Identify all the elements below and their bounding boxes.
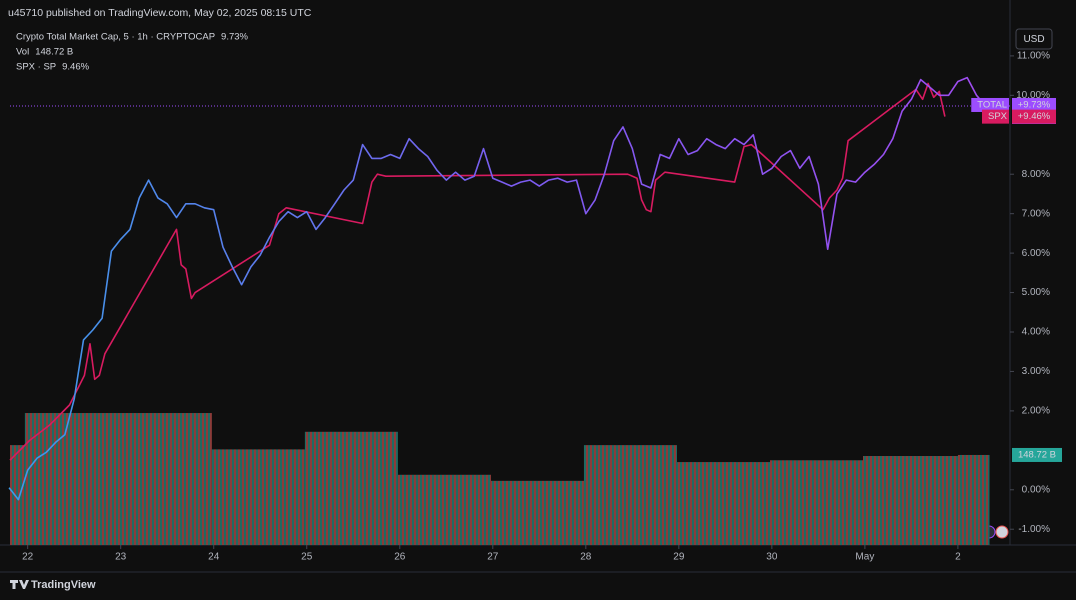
x-tick-label: 2	[955, 552, 961, 563]
currency-label[interactable]: USD	[1023, 34, 1044, 45]
volume-bar	[10, 445, 25, 545]
symbol-label: TOTAL	[977, 99, 1007, 110]
x-tick-label: 24	[208, 552, 220, 563]
volume-bar	[490, 480, 584, 545]
legend-name: Crypto Total Market Cap, 5 · 1h · CRYPTO…	[16, 32, 215, 43]
value-label: +9.46%	[1018, 111, 1051, 122]
series-line	[9, 82, 946, 461]
brand-name: TradingView	[31, 579, 96, 591]
legend-value: 148.72 B	[35, 47, 73, 58]
volume-bar	[583, 445, 677, 545]
volume-bar	[770, 460, 864, 545]
volume-value-label: 148.72 B	[1018, 449, 1056, 460]
volume-bar	[304, 431, 398, 545]
volume-bar	[397, 474, 491, 545]
time-axis: 22 23 24 25 26 27 28 29 30 May 2	[22, 545, 961, 563]
brand-logo	[10, 580, 29, 589]
x-tick-label: 23	[115, 552, 127, 563]
volume-label-bg	[1012, 447, 1062, 462]
y-tick-label: 4.00%	[1022, 327, 1050, 338]
symbol-label-bg	[981, 109, 1009, 124]
y-tick-label: 2.00%	[1022, 406, 1050, 417]
icon[interactable]	[995, 525, 1009, 539]
volume-bar	[24, 413, 212, 545]
price-label: SPX +9.46%	[981, 109, 1056, 124]
legend-value: 9.73%	[221, 32, 248, 43]
y-tick-label: 0.00%	[1022, 484, 1050, 495]
price-axis: 11.00% 10.00% 8.00% 7.00% 6.00% 5.00% 4.00% 3.0…	[1010, 51, 1050, 535]
y-tick-label: 10.00%	[1016, 90, 1050, 101]
x-tick-label: May	[855, 552, 874, 563]
x-tick-label: 30	[766, 552, 778, 563]
x-tick-label: 29	[673, 552, 685, 563]
y-tick-label: 5.00%	[1022, 287, 1050, 298]
currency-button[interactable]	[1015, 28, 1053, 50]
x-tick-label: 25	[301, 552, 313, 563]
x-tick-label: 27	[487, 552, 499, 563]
x-tick-label: 22	[22, 552, 34, 563]
y-tick-label: 3.00%	[1022, 366, 1050, 377]
volume-bar	[211, 449, 305, 545]
symbol-label: SPX	[988, 111, 1008, 122]
volume-bar	[957, 454, 990, 545]
symbol-label-bg	[971, 97, 1009, 112]
legend-name: Vol	[16, 47, 29, 58]
y-tick-label: 7.00%	[1022, 208, 1050, 219]
publish-header: u45710 published on TradingView.com, May…	[8, 7, 312, 19]
x-tick-label: 28	[580, 552, 592, 563]
value-label-bg	[1012, 109, 1056, 124]
y-tick-label: 11.00%	[1017, 51, 1050, 62]
volume-bar	[676, 462, 770, 545]
y-tick-label: -1.00%	[1018, 524, 1050, 535]
legend-value: 9.46%	[62, 62, 89, 73]
y-tick-label: 8.00%	[1022, 169, 1050, 180]
value-label: +9.73%	[1018, 99, 1051, 110]
series-line	[8, 76, 987, 501]
brand: TradingView	[10, 579, 96, 591]
legend-name: SPX · SP	[16, 62, 56, 73]
volume-bars	[10, 413, 990, 545]
y-tick-label: 6.00%	[1022, 248, 1050, 259]
volume-bar	[863, 456, 958, 545]
x-tick-label: 26	[394, 552, 406, 563]
